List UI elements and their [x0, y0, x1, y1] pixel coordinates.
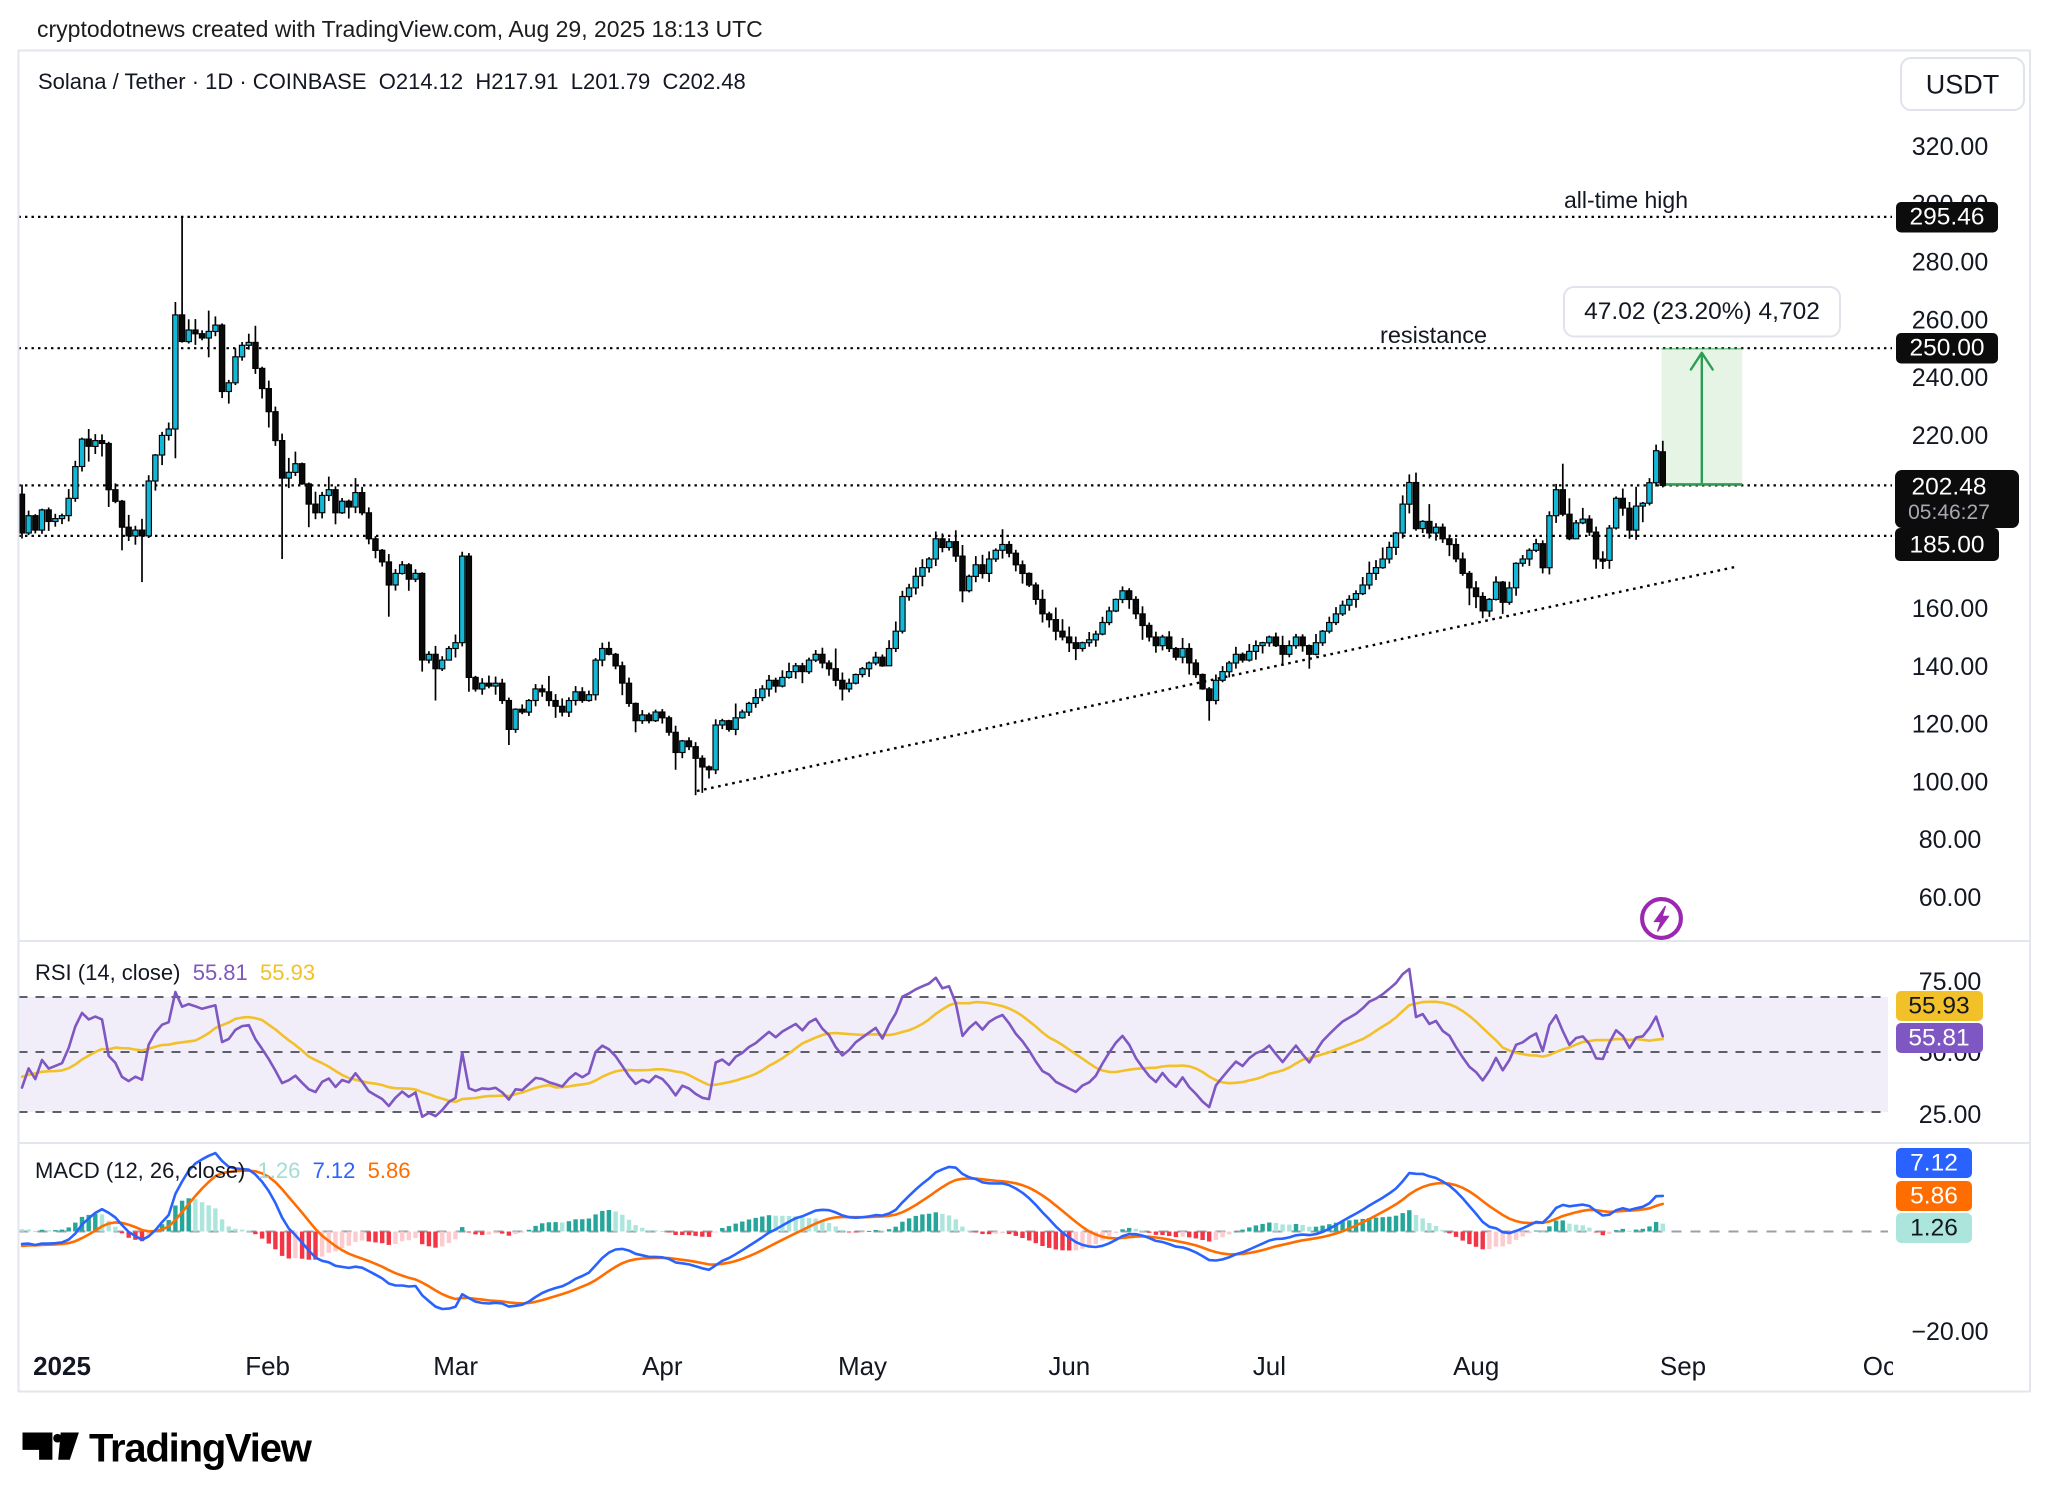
svg-text:Feb: Feb [245, 1351, 290, 1381]
svg-text:Solana / Tether · 1D · COINBAS: Solana / Tether · 1D · COINBASE O214.12 … [38, 69, 746, 94]
svg-text:25.00: 25.00 [1919, 1101, 1982, 1129]
svg-text:resistance: resistance [1380, 322, 1487, 348]
svg-text:120.00: 120.00 [1912, 711, 1988, 739]
svg-text:160.00: 160.00 [1912, 595, 1988, 623]
svg-text:220.00: 220.00 [1912, 422, 1988, 450]
svg-text:185.00: 185.00 [1910, 532, 1985, 559]
svg-text:Apr: Apr [642, 1351, 683, 1381]
svg-text:320.00: 320.00 [1912, 133, 1988, 161]
svg-text:USDT: USDT [1926, 70, 2000, 100]
svg-text:−20.00: −20.00 [1911, 1318, 1988, 1346]
svg-text:80.00: 80.00 [1919, 826, 1982, 854]
svg-text:55.93: 55.93 [1908, 993, 1969, 1020]
svg-text:TradingView: TradingView [89, 1427, 313, 1471]
svg-text:240.00: 240.00 [1912, 364, 1988, 392]
svg-text:202.48: 202.48 [1912, 474, 1987, 501]
svg-text:all-time high: all-time high [1564, 187, 1688, 213]
svg-text:260.00: 260.00 [1912, 306, 1988, 334]
svg-text:100.00: 100.00 [1912, 768, 1988, 796]
svg-text:Mar: Mar [433, 1351, 478, 1381]
svg-text:47.02 (23.20%) 4,702: 47.02 (23.20%) 4,702 [1584, 298, 1820, 325]
svg-text:Jul: Jul [1253, 1351, 1286, 1381]
svg-text:280.00: 280.00 [1912, 249, 1988, 277]
svg-text:140.00: 140.00 [1912, 653, 1988, 681]
svg-text:7.12: 7.12 [1910, 1150, 1958, 1177]
svg-text:60.00: 60.00 [1919, 884, 1982, 912]
svg-text:250.00: 250.00 [1910, 335, 1985, 362]
svg-text:1.26: 1.26 [1910, 1215, 1958, 1242]
svg-text:Sep: Sep [1660, 1351, 1706, 1381]
svg-text:295.46: 295.46 [1910, 204, 1985, 231]
svg-text:2025: 2025 [33, 1351, 91, 1381]
svg-text:May: May [838, 1351, 887, 1381]
svg-text:Jun: Jun [1048, 1351, 1090, 1381]
svg-text:Aug: Aug [1453, 1351, 1499, 1381]
svg-text:55.81: 55.81 [1908, 1025, 1969, 1052]
svg-text:MACD (12, 26, close) 1.26 7.: MACD (12, 26, close) 1.26 7.12 5.86 [35, 1158, 410, 1183]
svg-text:05:46:27: 05:46:27 [1908, 501, 1990, 524]
svg-text:RSI (14, close) 55.81 55.93: RSI (14, close) 55.81 55.93 [35, 960, 315, 985]
svg-text:5.86: 5.86 [1910, 1183, 1958, 1210]
